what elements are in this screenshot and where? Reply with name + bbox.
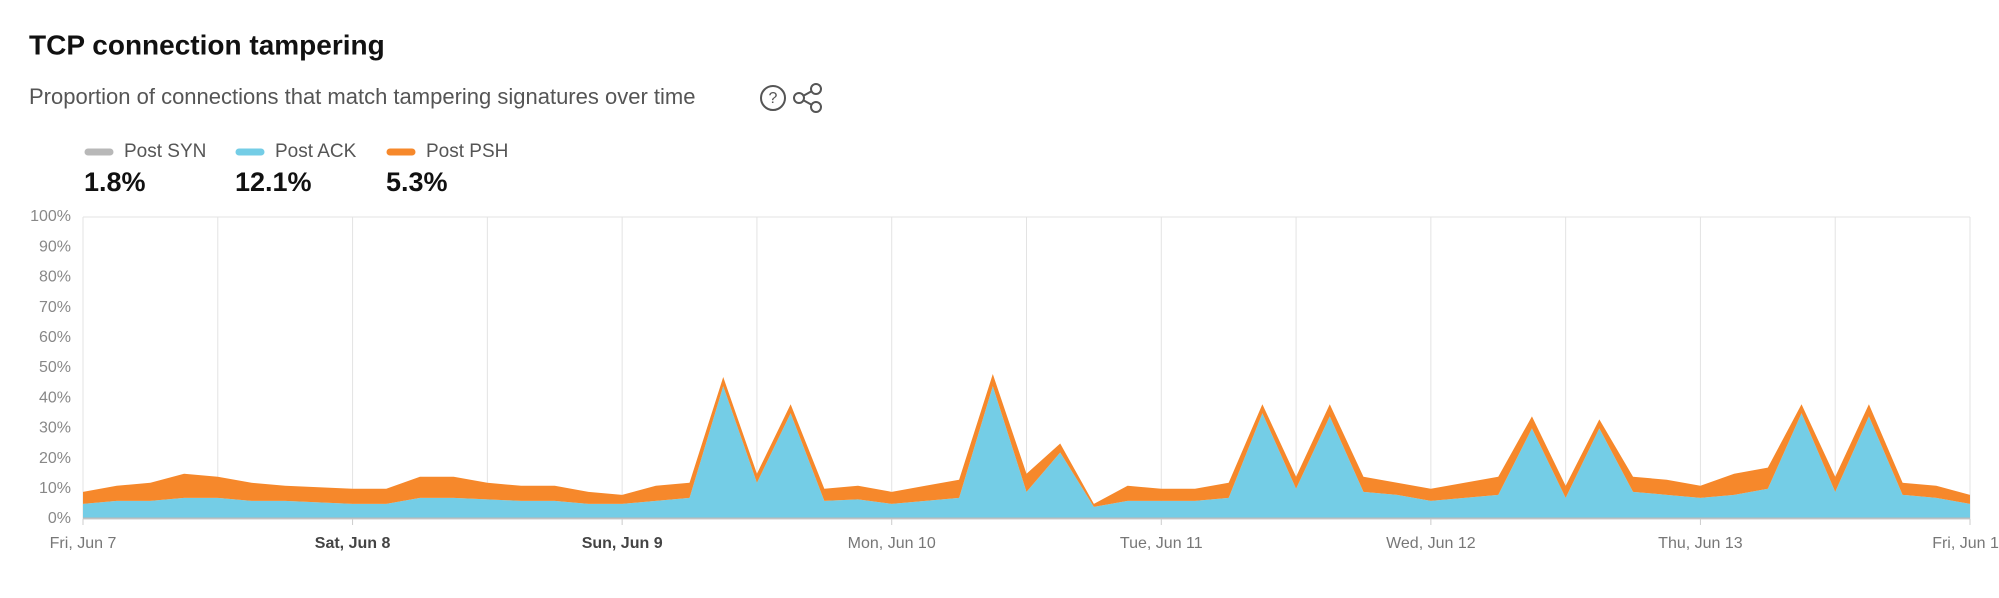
legend-item[interactable]: Post SYN 1.8% <box>84 141 206 197</box>
x-tick-label: Sun, Jun 9 <box>582 535 663 552</box>
y-tick-label: 0% <box>48 510 71 527</box>
chart-title: TCP connection tampering <box>29 29 385 60</box>
legend-value: 5.3% <box>386 167 448 197</box>
y-tick-label: 30% <box>39 420 71 437</box>
help-icon[interactable]: ? <box>760 85 786 111</box>
legend-label: Post ACK <box>275 141 357 162</box>
x-tick-label: Thu, Jun 13 <box>1658 535 1743 552</box>
x-tick-label: Sat, Jun 8 <box>315 535 391 552</box>
y-tick-label: 20% <box>39 450 71 467</box>
x-tick-label: Tue, Jun 11 <box>1120 535 1203 552</box>
y-tick-label: 60% <box>39 329 71 346</box>
legend-label: Post PSH <box>426 141 508 162</box>
legend-item[interactable]: Post ACK 12.1% <box>235 141 357 197</box>
x-tick-label: Mon, Jun 10 <box>848 535 936 552</box>
svg-text:?: ? <box>769 90 778 107</box>
legend-label: Post SYN <box>124 141 206 162</box>
chart-subtitle: Proportion of connections that match tam… <box>29 84 695 109</box>
x-tick-label: Wed, Jun 12 <box>1386 535 1476 552</box>
area <box>83 374 1970 507</box>
y-tick-label: 10% <box>39 480 71 497</box>
area <box>83 386 1970 518</box>
legend-value: 1.8% <box>84 167 146 197</box>
y-tick-label: 100% <box>30 208 71 225</box>
legend-item[interactable]: Post PSH 5.3% <box>386 141 508 197</box>
share-icon[interactable] <box>793 83 822 113</box>
y-tick-label: 50% <box>39 359 71 376</box>
y-tick-label: 80% <box>39 269 71 286</box>
y-tick-label: 70% <box>39 299 71 316</box>
y-tick-label: 90% <box>39 238 71 255</box>
x-tick-label: Fri, Jun 14 <box>1932 535 1999 552</box>
x-tick-label: Fri, Jun 7 <box>50 535 117 552</box>
y-tick-label: 40% <box>39 389 71 406</box>
legend-value: 12.1% <box>235 167 312 197</box>
